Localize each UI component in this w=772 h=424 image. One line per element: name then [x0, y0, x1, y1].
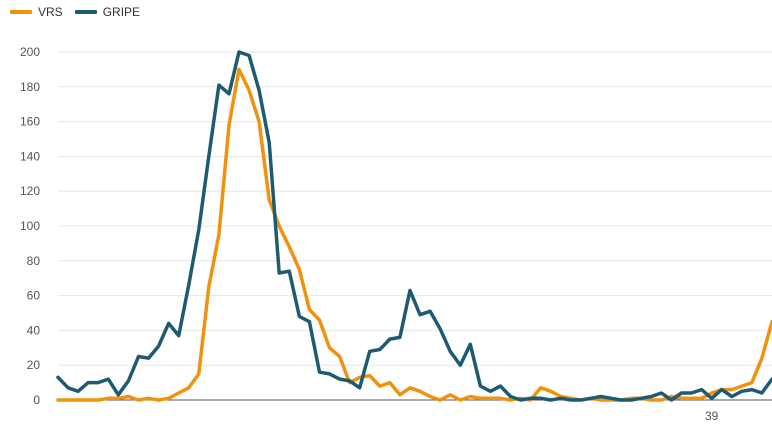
legend-item-gripe[interactable]: GRIPE [74, 5, 141, 19]
legend-label-gripe: GRIPE [102, 5, 141, 19]
y-tick-label: 100 [20, 219, 40, 233]
gridlines [58, 51, 772, 366]
y-tick-label: 40 [27, 323, 41, 337]
y-tick-label: 0 [33, 393, 40, 407]
x-axis: 39 [58, 399, 772, 423]
legend-item-vrs[interactable]: VRS [10, 5, 63, 19]
y-tick-label: 20 [27, 358, 41, 372]
y-tick-label: 80 [27, 254, 41, 268]
series-lines [56, 50, 772, 402]
legend-label-vrs: VRS [38, 5, 63, 19]
y-tick-label: 140 [20, 149, 40, 163]
chart-legend: VRS GRIPE [10, 5, 140, 19]
legend-swatch-vrs [10, 10, 32, 14]
y-tick-label: 160 [20, 115, 40, 129]
y-tick-label: 60 [27, 289, 41, 303]
y-tick-label: 180 [20, 80, 40, 94]
series-line-gripe [56, 50, 772, 402]
series-line-vrs [56, 67, 772, 402]
legend-swatch-gripe [74, 10, 97, 14]
y-tick-label: 120 [20, 184, 40, 198]
x-tick-label: 39 [705, 409, 719, 423]
y-axis-tick-labels: 0 20 40 60 80 100 120 140 160 180 200 [20, 45, 40, 407]
y-tick-label: 200 [20, 45, 40, 59]
